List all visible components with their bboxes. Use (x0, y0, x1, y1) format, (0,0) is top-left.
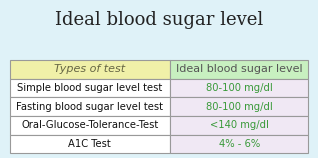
Bar (170, 60, 308, 79)
Text: Fasting blood sugar level test: Fasting blood sugar level test (16, 102, 163, 112)
Text: A1C Test: A1C Test (68, 139, 111, 149)
Bar (10, 97, 170, 116)
Text: Simple blood sugar level test: Simple blood sugar level test (17, 83, 162, 93)
Text: Oral-Glucose-Tolerance-Test: Oral-Glucose-Tolerance-Test (21, 120, 158, 130)
Text: Ideal blood sugar level: Ideal blood sugar level (55, 11, 263, 29)
Bar (10, 60, 170, 79)
Bar (170, 97, 308, 116)
Bar (10, 135, 170, 153)
Text: 4% - 6%: 4% - 6% (219, 139, 260, 149)
Bar (170, 135, 308, 153)
Text: Ideal blood sugar level: Ideal blood sugar level (176, 64, 303, 74)
Text: 80-100 mg/dl: 80-100 mg/dl (206, 83, 273, 93)
Bar (170, 116, 308, 135)
Bar (10, 116, 170, 135)
Text: 80-100 mg/dl: 80-100 mg/dl (206, 102, 273, 112)
Bar (170, 79, 308, 97)
Bar (10, 79, 170, 97)
Text: Types of test: Types of test (54, 64, 125, 74)
Text: <140 mg/dl: <140 mg/dl (210, 120, 269, 130)
